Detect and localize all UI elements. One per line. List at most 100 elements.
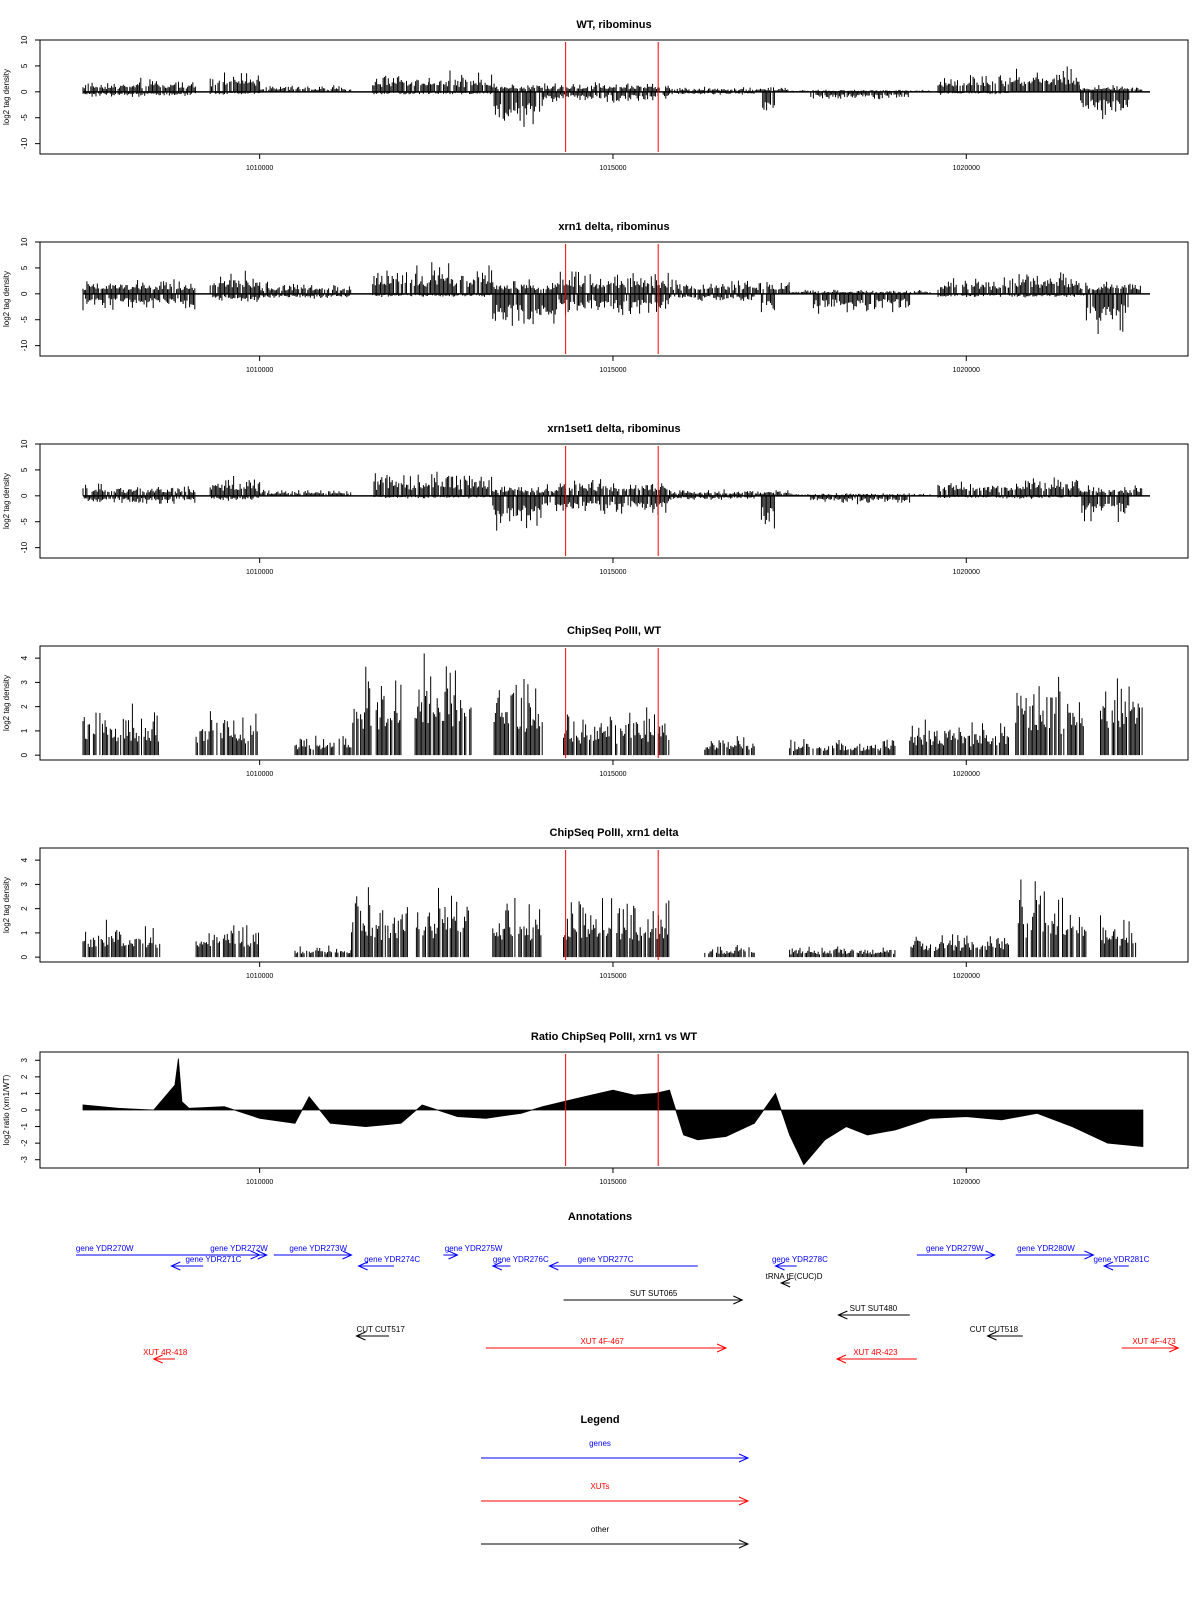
feature-other: CUT CUT517 bbox=[355, 1325, 405, 1341]
plus-strand-bars bbox=[789, 946, 896, 958]
x-tick-label: 1020000 bbox=[953, 165, 980, 172]
data-marks bbox=[82, 653, 1143, 756]
feature-gene: gene YDR272W bbox=[203, 1244, 268, 1260]
y-tick-label: 10 bbox=[20, 237, 29, 246]
legend-arrow bbox=[481, 1539, 750, 1549]
plus-strand-bars bbox=[909, 719, 1009, 756]
y-axis-label: log2 tag density bbox=[2, 69, 11, 125]
arrow-head bbox=[835, 1354, 847, 1364]
plot-frame bbox=[39, 847, 1189, 963]
feature-xut: XUT 4F-473 bbox=[1121, 1337, 1180, 1353]
chart-panel-6: Ratio ChipSeq PolII, xrn1 vs WT log2 rati… bbox=[2, 1031, 1189, 1186]
plus-strand-bars bbox=[1078, 85, 1143, 92]
minus-strand-bars bbox=[493, 91, 543, 127]
plus-strand-bars bbox=[1078, 281, 1141, 294]
plus-strand-bars bbox=[555, 271, 669, 294]
plot-frame bbox=[39, 645, 1189, 761]
feature-label: gene YDR274C bbox=[364, 1255, 420, 1264]
legend-label: genes bbox=[589, 1439, 611, 1448]
feature-arrow bbox=[357, 1261, 394, 1271]
plus-strand-bars bbox=[704, 736, 755, 756]
legend-item-xut: XUTs bbox=[481, 1482, 750, 1506]
annotations-track: Annotations gene YDR270W gene YDR271C gene … bbox=[75, 1211, 1180, 1364]
feature-label: CUT CUT517 bbox=[356, 1325, 405, 1334]
feature-arrow bbox=[774, 1261, 797, 1271]
chart-panel-1: WT, ribominus log2 tag density 10 5 0 -5 -10 10… bbox=[2, 19, 1189, 172]
plus-strand-bars bbox=[555, 479, 668, 496]
data-marks bbox=[82, 1058, 1144, 1166]
minus-strand-bars bbox=[492, 495, 542, 531]
feature-gene: gene YDR279W bbox=[916, 1244, 996, 1260]
arrow-head bbox=[837, 1310, 848, 1320]
x-tick-label: 1020000 bbox=[953, 569, 980, 576]
x-tick-label: 1010000 bbox=[246, 165, 273, 172]
y-tick-label: 10 bbox=[20, 439, 29, 448]
minus-strand-bars bbox=[1081, 495, 1130, 522]
y-tick-label: 4 bbox=[20, 655, 29, 660]
feature-label: gene YDR281C bbox=[1093, 1255, 1149, 1264]
feature-gene: gene YDR275W bbox=[443, 1244, 503, 1260]
plot-frame bbox=[39, 443, 1189, 559]
plus-strand-bars bbox=[1100, 678, 1143, 756]
arrow-head bbox=[1169, 1343, 1180, 1353]
feature-xut: XUT 4F-467 bbox=[485, 1337, 728, 1353]
y-tick-label: -2 bbox=[20, 1139, 29, 1147]
plus-strand-bars bbox=[209, 476, 261, 496]
feature-arrow bbox=[355, 1331, 389, 1341]
arrow-head bbox=[548, 1261, 559, 1271]
plus-strand-bars bbox=[1009, 66, 1080, 92]
feature-arrow bbox=[273, 1250, 353, 1260]
arrow-head bbox=[1084, 1250, 1095, 1260]
feature-arrow bbox=[837, 1310, 910, 1320]
plus-strand-bars bbox=[372, 265, 428, 294]
x-tick-label: 1010000 bbox=[246, 1179, 273, 1186]
plus-strand-bars bbox=[1008, 272, 1080, 294]
y-tick-label: 0 bbox=[20, 493, 29, 498]
y-tick-label: -10 bbox=[20, 339, 29, 351]
chart-panel-2: xrn1 delta, ribominus log2 tag density 10 5… bbox=[2, 221, 1189, 374]
plot-frame bbox=[39, 39, 1189, 155]
minus-strand-bars bbox=[212, 293, 261, 302]
x-tick-label: 1010000 bbox=[246, 771, 273, 778]
feature-arrow bbox=[1121, 1343, 1180, 1353]
plus-strand-bars bbox=[414, 653, 472, 756]
chart-panel-5: ChipSeq PolII, xrn1 delta log2 tag densit… bbox=[2, 827, 1189, 980]
plus-strand-bars bbox=[1100, 915, 1137, 958]
plus-strand-bars bbox=[351, 887, 408, 958]
feature-label: gene YDR277C bbox=[578, 1255, 634, 1264]
y-tick-label: 5 bbox=[20, 467, 29, 472]
plus-strand-bars bbox=[428, 262, 493, 294]
arrow-head bbox=[733, 1295, 744, 1305]
minus-strand-bars bbox=[541, 91, 669, 103]
chart-panel-3: xrn1set1 delta, ribominus log2 tag densit… bbox=[2, 423, 1189, 576]
x-tick-label: 1020000 bbox=[953, 367, 980, 374]
chart-title: xrn1set1 delta, ribominus bbox=[547, 423, 680, 435]
chart-title: xrn1 delta, ribominus bbox=[558, 221, 669, 233]
x-tick-label: 1010000 bbox=[246, 367, 273, 374]
plus-strand-bars bbox=[937, 75, 1009, 92]
y-tick-label: -5 bbox=[20, 114, 29, 122]
plus-strand-bars bbox=[82, 483, 196, 496]
y-axis-label: log2 tag density bbox=[2, 877, 11, 933]
feature-arrow bbox=[548, 1261, 698, 1271]
legend-label: other bbox=[591, 1525, 610, 1534]
minus-strand-bars bbox=[812, 293, 911, 314]
y-tick-label: 0 bbox=[20, 954, 29, 959]
feature-label: gene YDR279W bbox=[926, 1244, 984, 1253]
feature-xut: XUT 4R-418 bbox=[143, 1348, 188, 1364]
plus-strand-bars bbox=[557, 82, 669, 92]
y-tick-label: 2 bbox=[20, 704, 29, 709]
x-tick-label: 1015000 bbox=[599, 569, 626, 576]
y-tick-label: 2 bbox=[20, 1074, 29, 1079]
plus-strand-bars bbox=[139, 77, 196, 92]
feature-label: gene YDR275W bbox=[445, 1244, 503, 1253]
feature-label: gene YDR272W bbox=[210, 1244, 268, 1253]
chart-title: ChipSeq PolII, xrn1 delta bbox=[550, 827, 680, 839]
y-tick-label: -1 bbox=[20, 1122, 29, 1130]
feature-label: gene YDR273W bbox=[289, 1244, 347, 1253]
plus-strand-bars bbox=[294, 945, 352, 958]
plus-strand-bars bbox=[373, 473, 430, 496]
plus-strand-bars bbox=[937, 481, 1009, 496]
y-tick-label: -5 bbox=[20, 316, 29, 324]
minus-strand-bars bbox=[541, 495, 669, 515]
